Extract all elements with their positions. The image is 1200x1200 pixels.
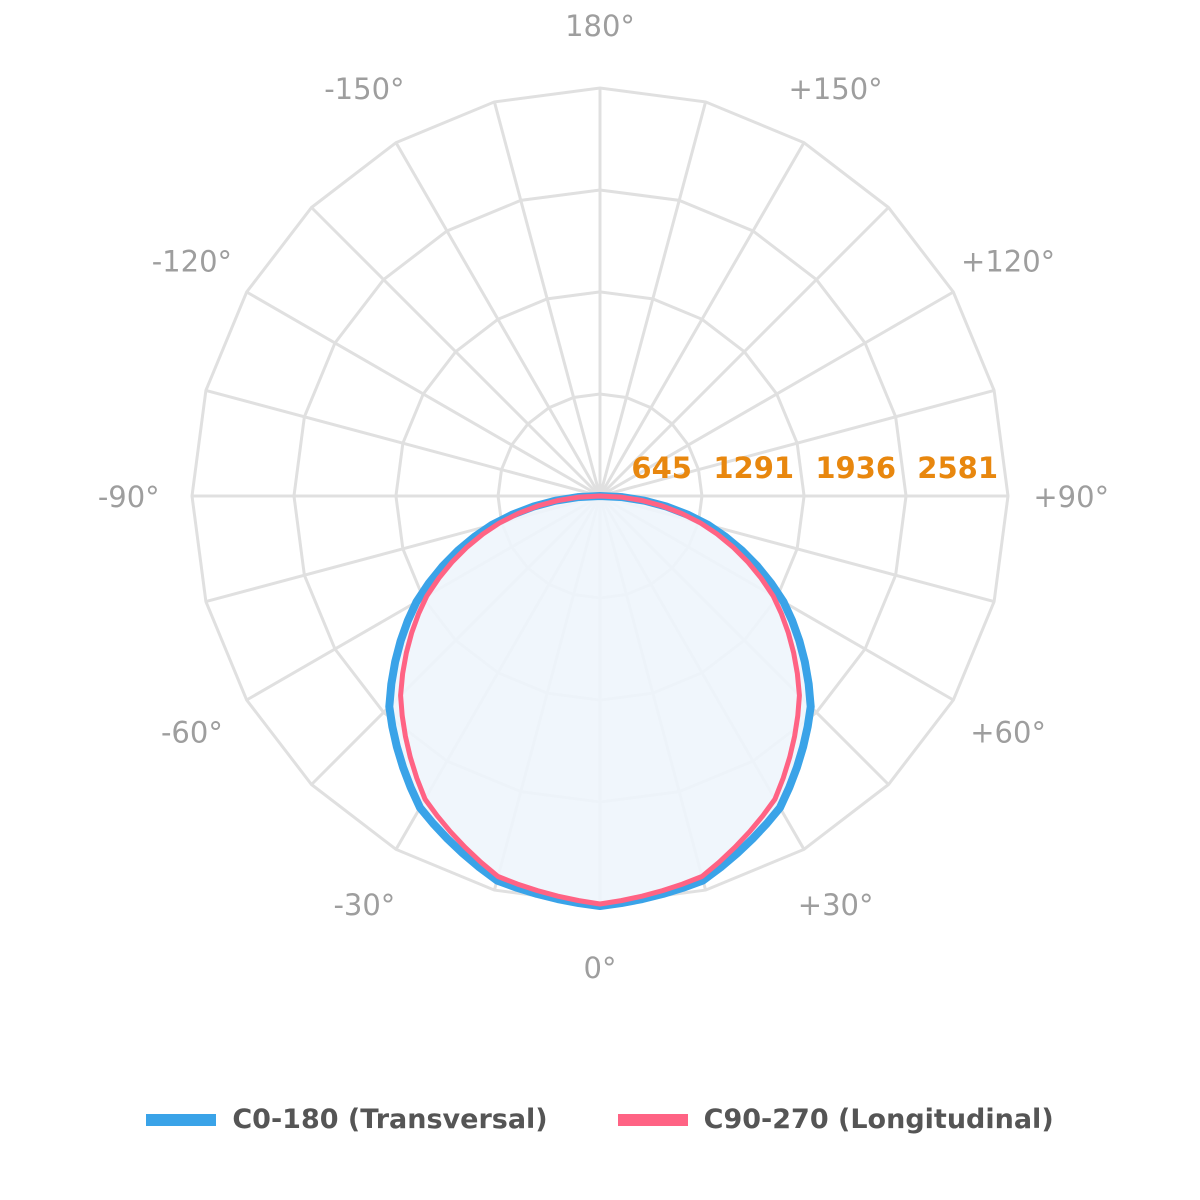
radial-tick-label: 645 bbox=[631, 451, 692, 485]
legend-item-c0-180[interactable]: C0-180 (Transversal) bbox=[146, 1104, 548, 1135]
grid-spoke bbox=[598, 101, 708, 497]
angle-label: -30° bbox=[333, 888, 395, 922]
angle-label: +60° bbox=[970, 716, 1046, 750]
angle-label: +90° bbox=[1033, 480, 1109, 514]
angle-label: -120° bbox=[152, 244, 232, 278]
grid-spoke bbox=[205, 388, 601, 498]
angle-label: -60° bbox=[161, 716, 223, 750]
angle-label: +120° bbox=[961, 244, 1055, 278]
grid-spoke bbox=[310, 206, 602, 498]
grid-spoke bbox=[598, 141, 806, 497]
legend-swatch-c0-180 bbox=[146, 1113, 217, 1126]
radial-tick-label: 1936 bbox=[815, 451, 896, 485]
legend-label-c0-180: C0-180 (Transversal) bbox=[232, 1104, 548, 1135]
radial-tick-label: 2581 bbox=[917, 451, 998, 485]
angle-label: -150° bbox=[324, 72, 404, 106]
legend: C0-180 (Transversal) C90-270 (Longitudin… bbox=[0, 1104, 1200, 1135]
angle-label: +150° bbox=[789, 72, 883, 106]
grid-spoke bbox=[492, 101, 602, 497]
grid-spoke bbox=[599, 388, 995, 498]
grid-spoke bbox=[394, 141, 602, 497]
angle-label: 180° bbox=[565, 9, 635, 43]
radial-tick-label: 1291 bbox=[713, 451, 794, 485]
grid-spoke bbox=[598, 206, 890, 498]
series-fill-0 bbox=[389, 496, 811, 907]
legend-swatch-c90-270 bbox=[617, 1113, 688, 1126]
legend-item-c90-270[interactable]: C90-270 (Longitudinal) bbox=[617, 1104, 1054, 1135]
legend-label-c90-270: C90-270 (Longitudinal) bbox=[703, 1104, 1054, 1135]
grid-spoke bbox=[245, 290, 601, 498]
angle-label: +30° bbox=[798, 888, 874, 922]
angle-label: -90° bbox=[98, 480, 160, 514]
angle-label: 0° bbox=[584, 951, 617, 985]
series-line-1 bbox=[398, 493, 802, 907]
grid-spoke bbox=[599, 290, 955, 498]
